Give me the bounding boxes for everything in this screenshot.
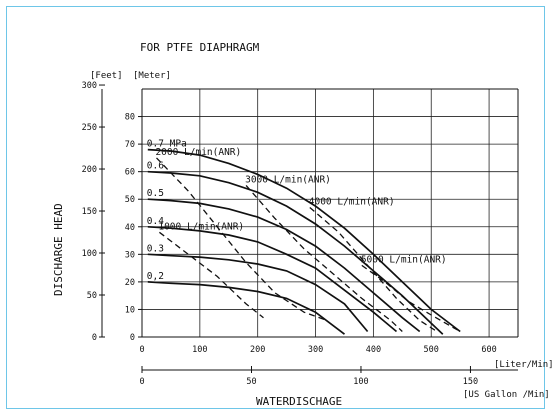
pressure-curve [147,225,398,333]
feet-tick-label: 250 [82,123,97,133]
y-axis-label: DISCHARGE HEAD [52,203,65,296]
pressure-curve-label: 0.5 [147,188,164,199]
lpm-tick-label: 200 [250,345,265,355]
y-unit-feet: [Feet] [90,71,123,81]
lpm-tick-label: 100 [192,345,207,355]
pressure-curve [147,148,461,333]
feet-tick-label: 0 [92,333,97,343]
gpm-tick-label: 150 [463,377,478,387]
meter-tick-label: 70 [125,140,135,150]
meter-tick-label: 50 [125,195,135,205]
feet-tick-label: 300 [82,81,97,91]
meter-tick-label: 60 [125,168,135,178]
air-curve [245,184,403,332]
pressure-curve [147,198,421,333]
lpm-tick-label: 400 [366,345,381,355]
chart-frame [6,6,545,409]
pressure-curve-label: 0.6 [147,161,164,172]
feet-tick-label: 50 [87,291,97,301]
pressure-curve-label: 0.7 MPa [147,139,187,150]
feet-tick-label: 150 [82,207,97,217]
gpm-tick-label: 100 [353,377,368,387]
meter-tick-label: 0 [130,333,135,343]
gpm-tick-label: 0 [139,377,144,387]
feet-tick-label: 200 [82,165,97,175]
pressure-curve [147,281,346,335]
feet-tick-label: 100 [82,249,97,259]
pressure-curve [147,170,444,335]
air-curve [156,157,328,322]
pressure-curve-label: 0,2 [147,271,164,282]
meter-tick-label: 10 [125,305,135,315]
air-curve-label: 1000 L/min(ANR) [158,221,244,232]
lpm-tick-label: 300 [308,345,323,355]
lpm-tick-label: 0 [139,345,144,355]
air-curve-label: 5000 L/min(ANR) [361,254,447,265]
air-curve [309,207,438,333]
x-unit-lpm: [Liter/Min] [494,360,553,370]
meter-tick-label: 20 [125,278,135,288]
lpm-tick-label: 500 [424,345,439,355]
pressure-curve-label: 0.3 [147,243,164,254]
x-unit-gpm: [US Gallon /Min] [463,390,550,400]
pressure-curve [147,253,369,333]
gpm-tick-label: 50 [246,377,256,387]
meter-tick-label: 30 [125,250,135,260]
pressure-curve-label: 0.4 [147,216,164,227]
air-curve-label: 2000 L/min(ANR) [155,147,241,158]
air-curve-label: 4000 L/min(ANR) [309,196,395,207]
meter-tick-label: 80 [125,113,135,123]
meter-tick-label: 40 [125,223,135,233]
air-curve-label: 3000 L/min(ANR) [245,174,331,185]
chart-title: FOR PTFE DIAPHRAGM [140,41,260,54]
y-unit-meter: [Meter] [133,71,171,81]
air-curve [159,231,264,319]
x-axis-label: WATERDISCHAGE [256,395,342,408]
lpm-tick-label: 600 [481,345,496,355]
